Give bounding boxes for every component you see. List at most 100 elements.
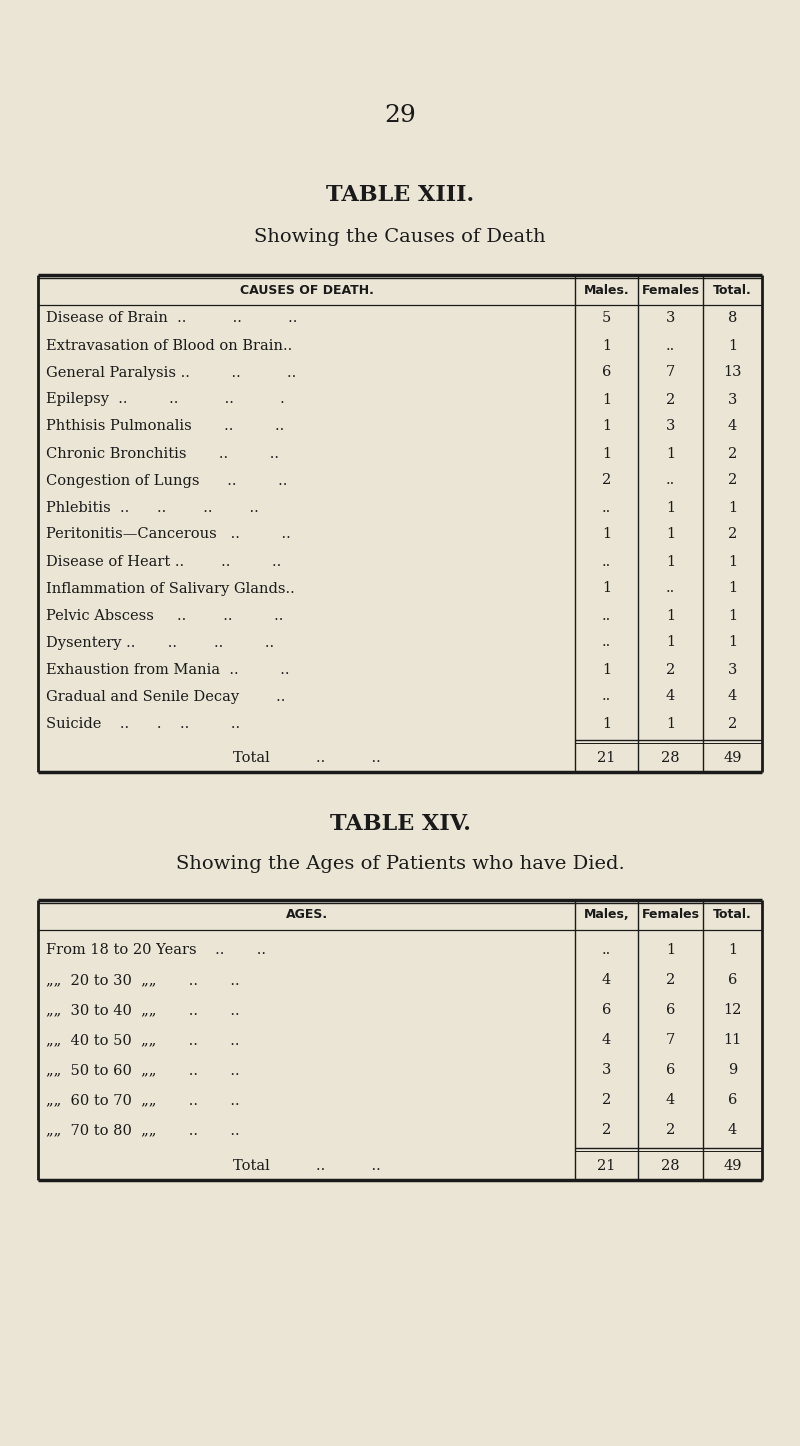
Text: 6: 6 [602, 366, 611, 379]
Text: TABLE XIV.: TABLE XIV. [330, 813, 470, 834]
Text: Peritonitis—Cancerous   ..         ..: Peritonitis—Cancerous .. .. [46, 528, 290, 541]
Text: Phlebitis  ..      ..        ..        ..: Phlebitis .. .. .. .. [46, 500, 258, 515]
Text: Exhaustion from Mania  ..         ..: Exhaustion from Mania .. .. [46, 662, 290, 677]
Text: 28: 28 [661, 1160, 680, 1173]
Text: 1: 1 [666, 554, 675, 568]
Text: 3: 3 [666, 311, 675, 325]
Text: 6: 6 [728, 1093, 737, 1108]
Text: 4: 4 [728, 1124, 737, 1137]
Text: 2: 2 [666, 662, 675, 677]
Text: „„  60 to 70  „„       ..       ..: „„ 60 to 70 „„ .. .. [46, 1093, 240, 1108]
Text: 4: 4 [728, 419, 737, 434]
Text: 3: 3 [728, 662, 737, 677]
Text: 1: 1 [602, 717, 611, 730]
Text: Total          ..          ..: Total .. .. [233, 750, 380, 765]
Text: 5: 5 [602, 311, 611, 325]
Text: 1: 1 [602, 392, 611, 406]
Text: 1: 1 [666, 943, 675, 957]
Text: 1: 1 [666, 447, 675, 460]
Text: Showing the Ages of Patients who have Died.: Showing the Ages of Patients who have Di… [176, 855, 624, 873]
Text: AGES.: AGES. [286, 908, 327, 921]
Text: 2: 2 [666, 392, 675, 406]
Text: 2: 2 [728, 717, 737, 730]
Text: 2: 2 [666, 1124, 675, 1137]
Text: 49: 49 [723, 750, 742, 765]
Text: 2: 2 [728, 473, 737, 487]
Text: Total.: Total. [713, 283, 752, 296]
Text: 29: 29 [384, 104, 416, 126]
Text: 2: 2 [666, 973, 675, 988]
Text: 1: 1 [602, 662, 611, 677]
Text: „„  20 to 30  „„       ..       ..: „„ 20 to 30 „„ .. .. [46, 973, 240, 988]
Text: Epilepsy  ..         ..          ..          .: Epilepsy .. .. .. . [46, 392, 285, 406]
Text: 28: 28 [661, 750, 680, 765]
Text: ..: .. [666, 581, 675, 596]
Text: ..: .. [666, 338, 675, 353]
Text: 4: 4 [602, 1032, 611, 1047]
Text: Extravasation of Blood on Brain..: Extravasation of Blood on Brain.. [46, 338, 292, 353]
Text: CAUSES OF DEATH.: CAUSES OF DEATH. [239, 283, 374, 296]
Text: 3: 3 [602, 1063, 611, 1077]
Text: 2: 2 [602, 1124, 611, 1137]
Text: ..: .. [602, 690, 611, 704]
Text: 3: 3 [666, 419, 675, 434]
Text: Suicide    ..      .    ..         ..: Suicide .. . .. .. [46, 717, 240, 730]
Text: 6: 6 [728, 973, 737, 988]
Text: Gradual and Senile Decay        ..: Gradual and Senile Decay .. [46, 690, 286, 704]
Text: 4: 4 [666, 690, 675, 704]
Text: 1: 1 [602, 581, 611, 596]
Text: 1: 1 [666, 717, 675, 730]
Text: 1: 1 [728, 500, 737, 515]
Text: Pelvic Abscess     ..        ..         ..: Pelvic Abscess .. .. .. [46, 609, 283, 622]
Text: ..: .. [602, 943, 611, 957]
Text: 1: 1 [728, 338, 737, 353]
Text: Disease of Heart ..        ..         ..: Disease of Heart .. .. .. [46, 554, 282, 568]
Text: 1: 1 [666, 528, 675, 541]
Text: Males,: Males, [584, 908, 630, 921]
Text: 21: 21 [598, 750, 616, 765]
Text: General Paralysis ..         ..          ..: General Paralysis .. .. .. [46, 366, 296, 379]
Text: 9: 9 [728, 1063, 737, 1077]
Text: TABLE XIII.: TABLE XIII. [326, 184, 474, 205]
Text: 11: 11 [723, 1032, 742, 1047]
Text: 6: 6 [666, 1004, 675, 1017]
Text: 7: 7 [666, 366, 675, 379]
Text: 2: 2 [602, 1093, 611, 1108]
Text: 1: 1 [666, 609, 675, 622]
Text: 3: 3 [728, 392, 737, 406]
Text: 2: 2 [602, 473, 611, 487]
Text: ..: .. [602, 609, 611, 622]
Text: Disease of Brain  ..          ..          ..: Disease of Brain .. .. .. [46, 311, 298, 325]
Text: 1: 1 [728, 581, 737, 596]
Text: 1: 1 [728, 554, 737, 568]
Text: 1: 1 [602, 419, 611, 434]
Text: 6: 6 [602, 1004, 611, 1017]
Text: 4: 4 [666, 1093, 675, 1108]
Text: 1: 1 [666, 635, 675, 649]
Text: Phthisis Pulmonalis       ..         ..: Phthisis Pulmonalis .. .. [46, 419, 284, 434]
Text: „„  50 to 60  „„       ..       ..: „„ 50 to 60 „„ .. .. [46, 1063, 240, 1077]
Text: ..: .. [602, 500, 611, 515]
Text: 1: 1 [666, 500, 675, 515]
Text: ..: .. [666, 473, 675, 487]
Text: Congestion of Lungs      ..         ..: Congestion of Lungs .. .. [46, 473, 287, 487]
Text: 1: 1 [602, 338, 611, 353]
Text: 1: 1 [728, 943, 737, 957]
Text: 13: 13 [723, 366, 742, 379]
Text: 12: 12 [723, 1004, 742, 1017]
Text: Chronic Bronchitis       ..         ..: Chronic Bronchitis .. .. [46, 447, 279, 460]
Text: Total.: Total. [713, 908, 752, 921]
Text: ..: .. [602, 635, 611, 649]
Text: Dysentery ..       ..        ..         ..: Dysentery .. .. .. .. [46, 635, 274, 649]
Text: 1: 1 [602, 447, 611, 460]
Text: 2: 2 [728, 447, 737, 460]
Text: „„  70 to 80  „„       ..       ..: „„ 70 to 80 „„ .. .. [46, 1124, 240, 1137]
Text: 1: 1 [728, 635, 737, 649]
Text: 6: 6 [666, 1063, 675, 1077]
Text: „„  30 to 40  „„       ..       ..: „„ 30 to 40 „„ .. .. [46, 1004, 240, 1017]
Text: 49: 49 [723, 1160, 742, 1173]
Text: Females: Females [642, 908, 699, 921]
Text: Inflammation of Salivary Glands..: Inflammation of Salivary Glands.. [46, 581, 294, 596]
Text: 8: 8 [728, 311, 737, 325]
Text: 1: 1 [728, 609, 737, 622]
